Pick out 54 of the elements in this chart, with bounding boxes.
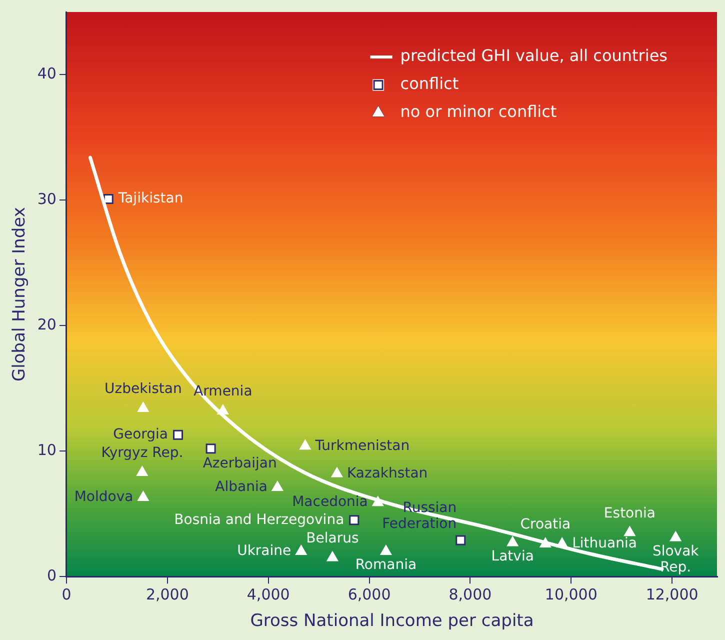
annotation: Ukraine [237, 543, 292, 560]
annotation: Croatia [520, 516, 571, 533]
point [272, 481, 284, 492]
annotation: Russian Federation [382, 500, 457, 532]
y-tick-label: 0 [46, 566, 56, 584]
annotation: Tajikistan [117, 190, 184, 207]
point [206, 444, 216, 454]
y-tick-label: 10 [37, 441, 56, 460]
annotation: Macedonia [292, 494, 368, 510]
annotation: Latvia [491, 548, 534, 564]
annotation: Azerbaijan [202, 455, 277, 472]
annotation: Turkmenistan [314, 438, 410, 454]
y-tick-label: 40 [37, 64, 56, 83]
x-tick-label: 12,000 [646, 585, 698, 604]
point [295, 545, 307, 556]
annotation: Romania [355, 557, 417, 574]
annotation: Belarus [306, 530, 359, 546]
x-tick-label: 10,000 [544, 585, 598, 604]
annotation: Lithuania [572, 536, 637, 552]
annotation: Moldova [74, 489, 134, 506]
annotation: Estonia [604, 505, 656, 522]
point [326, 551, 338, 562]
x-tick-label: 4,000 [246, 585, 290, 604]
legend-label: conflict [400, 74, 459, 94]
annotation: Bosnia and Herzegovina [174, 512, 344, 528]
point [349, 515, 360, 526]
y-tick-label: 20 [37, 316, 56, 334]
legend-label: predicted GHI value, all countries [400, 46, 668, 66]
y-axis-title: Global Hunger Index [10, 207, 30, 382]
annotation: Kyrgyz Rep. [101, 445, 184, 462]
x-tick-label: 0 [62, 585, 72, 604]
point [456, 535, 466, 546]
point [103, 194, 114, 204]
x-tick-label: 8,000 [448, 585, 492, 604]
annotation: Slovak Rep. [652, 543, 700, 576]
point [331, 467, 343, 478]
annotation: Uzbekistan [104, 381, 182, 398]
point [506, 536, 518, 546]
annotation: Georgia [113, 426, 168, 442]
x-tick-label: 2,000 [146, 585, 189, 604]
point [380, 545, 392, 556]
x-axis-title: Gross National Income per capita [250, 611, 534, 632]
point [670, 531, 682, 542]
y-tick-label: 30 [37, 190, 56, 208]
point [299, 440, 311, 450]
point [138, 402, 149, 412]
legend-label: no or minor conflict [400, 102, 557, 122]
annotation: Kazakhstan [346, 465, 428, 482]
x-tick-label: 6,000 [348, 585, 391, 604]
point [138, 491, 149, 502]
annotation: Albania [215, 479, 268, 496]
point [624, 526, 636, 536]
point [173, 430, 184, 440]
point [136, 466, 148, 476]
